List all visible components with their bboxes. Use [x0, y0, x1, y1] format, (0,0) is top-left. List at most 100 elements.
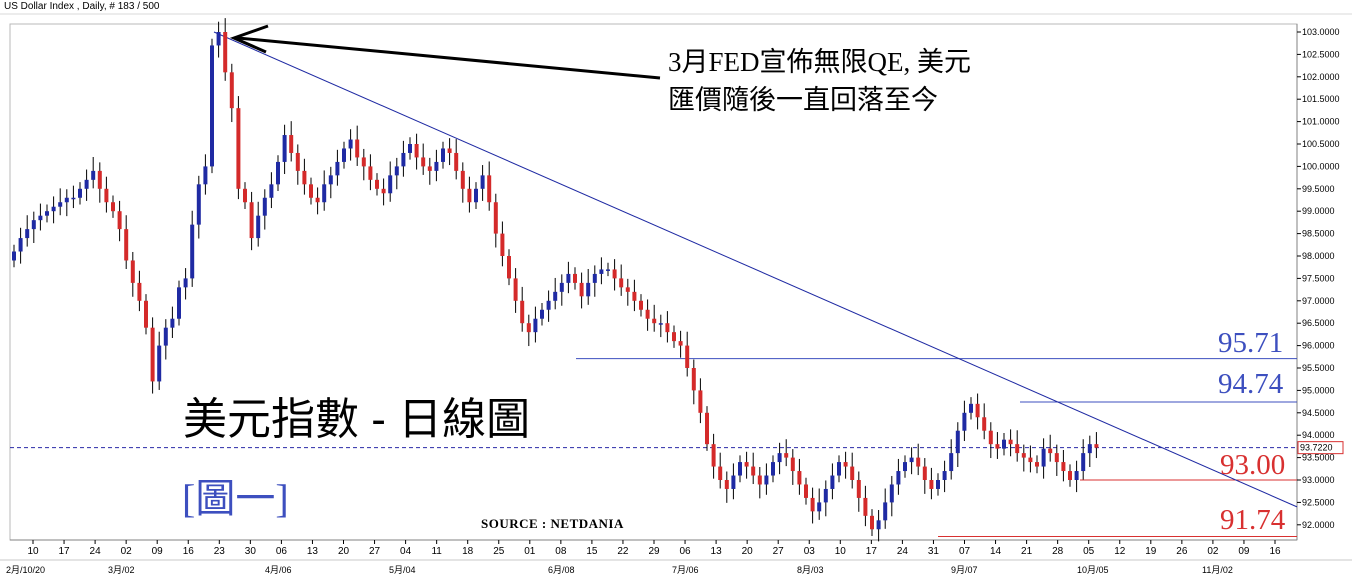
x-tick-label: 06 [276, 546, 288, 557]
candle-body [124, 229, 129, 261]
candle-body [447, 148, 452, 153]
x-tick-label: 05 [1083, 546, 1095, 557]
candle-body [51, 206, 56, 212]
y-tick-label: 100.5000 [1302, 139, 1340, 149]
x-tick-label: 02 [121, 546, 133, 557]
candle-body [889, 484, 894, 503]
x-tick-label: 20 [338, 546, 350, 557]
chart-header: US Dollar Index , Daily, # 183 / 500 [4, 1, 160, 12]
y-tick-label: 94.5000 [1302, 408, 1335, 418]
x-month-label: 7月/06 [672, 565, 699, 575]
level-label-94-74: 94.74 [1218, 368, 1284, 400]
candle-body [718, 466, 723, 480]
candle-body [546, 300, 551, 310]
candle-body [513, 278, 518, 301]
candle-body [903, 462, 907, 472]
source-credit: SOURCE : NETDANIA [481, 516, 624, 531]
y-tick-label: 98.0000 [1302, 251, 1335, 261]
candle-body [969, 403, 973, 413]
candle-body [540, 309, 544, 319]
y-tick-label: 102.5000 [1302, 49, 1340, 59]
candle-body [243, 188, 247, 203]
candle-body [863, 497, 868, 516]
x-month-label: 3月/02 [108, 565, 135, 575]
y-tick-label: 102.0000 [1302, 72, 1340, 82]
x-tick-label: 11 [431, 546, 442, 557]
candle-body [724, 480, 729, 489]
candle-body [302, 170, 307, 185]
x-tick-label: 24 [90, 546, 102, 557]
x-tick-label: 29 [648, 546, 660, 557]
candle-body [348, 139, 353, 149]
candle-body [454, 152, 459, 171]
candle-body [982, 417, 987, 431]
arrow-head [229, 24, 269, 54]
candle-body [315, 197, 320, 203]
y-tick-label: 99.5000 [1302, 184, 1335, 194]
y-tick-label: 101.5000 [1302, 94, 1340, 104]
y-tick-label: 97.5000 [1302, 273, 1335, 283]
candle-body [421, 157, 426, 167]
candle-body [929, 480, 934, 489]
candle-body [368, 166, 373, 180]
candle-body [645, 309, 650, 319]
candle-body [388, 175, 393, 194]
candle-body [408, 144, 412, 153]
annotation-text: 3月FED宣佈無限QE, 美元 匯價隨後一直回落至今 [668, 43, 971, 119]
x-month-label: 5月/04 [389, 565, 416, 575]
candle-body [817, 502, 822, 512]
candle-body [850, 466, 855, 480]
x-month-label: 11月/02 [1202, 565, 1233, 575]
candle-body [375, 179, 379, 189]
candle-body [1094, 444, 1099, 448]
trendline-line [213, 31, 1298, 508]
candle-body [25, 229, 30, 239]
x-tick-label: 07 [959, 546, 971, 557]
x-month-label: 8月/03 [797, 565, 824, 575]
level-label-93-00: 93.00 [1220, 449, 1286, 481]
candle-body [163, 327, 168, 346]
x-tick-label: 31 [928, 546, 940, 557]
candle-body [190, 224, 195, 279]
candle-body [1061, 462, 1066, 472]
candle-body [685, 345, 690, 368]
x-month-label: 6月/08 [548, 565, 575, 575]
y-axis-ticks: 103.0000 102.5000 102.0000 101.5000 101.0000… [1297, 27, 1340, 530]
x-tick-label: 28 [1052, 546, 1064, 557]
candle-body [632, 291, 637, 301]
annotation-line-2: 匯價隨後一直回落至今 [668, 85, 938, 115]
x-tick-label: 03 [804, 546, 816, 557]
candle-body [1028, 457, 1033, 463]
x-tick-label: 30 [245, 546, 257, 557]
candle-body [137, 282, 142, 301]
candle-body [1068, 471, 1072, 480]
candle-body [995, 444, 1000, 449]
x-tick-label: 06 [679, 546, 691, 557]
candle-body [335, 161, 340, 176]
candle-body [764, 475, 769, 485]
candle-body [949, 453, 954, 472]
x-tick-label: 09 [1238, 546, 1250, 557]
candle-body [97, 170, 102, 189]
y-tick-label: 103.0000 [1302, 27, 1340, 37]
y-tick-label: 96.0000 [1302, 341, 1335, 351]
candle-body [78, 188, 82, 198]
candle-body [223, 32, 228, 73]
candle-body [236, 108, 241, 189]
candle-body [71, 197, 76, 200]
x-tick-label: 22 [617, 546, 629, 557]
candle-body [256, 215, 261, 239]
candle-body [619, 278, 624, 288]
candle-body [342, 148, 346, 162]
candle-body [1074, 471, 1079, 480]
candle-body [58, 202, 63, 207]
trendline [213, 31, 1298, 508]
candle-body [309, 184, 313, 198]
figure-label: [圖一] [182, 476, 289, 521]
current-price-label: 93.7220 [1300, 443, 1333, 453]
candle-body [229, 72, 234, 109]
plot-border [9, 23, 1298, 541]
candle-body [130, 260, 135, 283]
